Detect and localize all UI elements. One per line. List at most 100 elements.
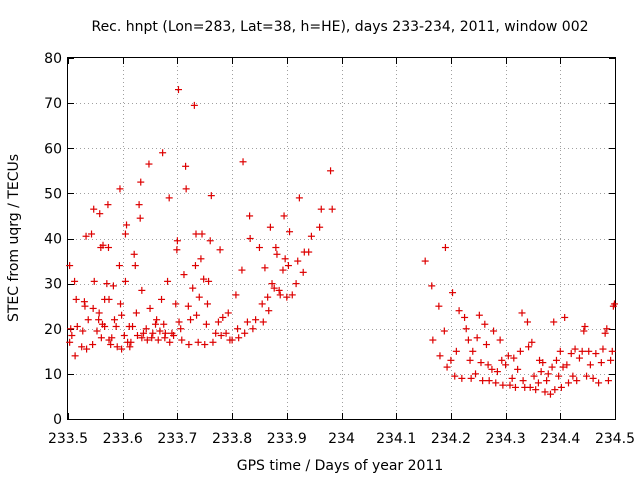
x-tick-label: 234.5 bbox=[595, 431, 635, 447]
data-point bbox=[265, 307, 273, 315]
data-point bbox=[72, 295, 80, 303]
data-point bbox=[93, 327, 101, 335]
data-point bbox=[197, 255, 205, 263]
data-point bbox=[466, 356, 474, 364]
data-point bbox=[104, 201, 112, 209]
data-point bbox=[200, 275, 208, 283]
data-point bbox=[175, 318, 183, 326]
data-point bbox=[123, 221, 131, 229]
data-point bbox=[239, 158, 247, 166]
data-point bbox=[551, 386, 559, 394]
data-point bbox=[71, 352, 79, 360]
y-tick-label: 0 bbox=[53, 412, 62, 428]
data-point bbox=[532, 386, 540, 394]
data-point bbox=[84, 316, 92, 324]
x-tick-label: 234.2 bbox=[431, 431, 471, 447]
chart-title: Rec. hnpt (Lon=283, Lat=38, h=HE), days … bbox=[91, 19, 588, 35]
data-point bbox=[592, 350, 600, 358]
data-point bbox=[506, 381, 514, 389]
data-point bbox=[511, 383, 519, 391]
data-point bbox=[537, 368, 545, 376]
data-point bbox=[66, 338, 74, 346]
data-point bbox=[249, 325, 257, 333]
y-tick-label: 70 bbox=[44, 96, 62, 112]
y-tick-labels: 0 10 20 30 40 50 60 70 80 bbox=[44, 51, 62, 428]
data-point bbox=[178, 336, 186, 344]
data-point bbox=[68, 332, 76, 340]
data-point bbox=[170, 332, 178, 340]
data-point bbox=[258, 300, 266, 308]
data-point bbox=[166, 338, 174, 346]
data-point bbox=[252, 316, 260, 324]
data-point bbox=[292, 280, 300, 288]
grid-lines bbox=[68, 58, 615, 419]
data-point bbox=[143, 336, 151, 344]
data-point bbox=[121, 230, 129, 238]
data-point bbox=[550, 318, 558, 326]
data-point bbox=[82, 232, 90, 240]
data-point bbox=[216, 246, 224, 254]
data-point bbox=[526, 383, 534, 391]
data-point bbox=[440, 327, 448, 335]
data-point bbox=[510, 354, 518, 362]
data-point bbox=[541, 388, 549, 396]
y-tick-label: 30 bbox=[44, 277, 62, 293]
data-point bbox=[307, 232, 315, 240]
data-point bbox=[441, 244, 449, 252]
data-point bbox=[79, 327, 87, 335]
data-point bbox=[191, 262, 199, 270]
data-point bbox=[435, 302, 443, 310]
x-tick-label: 234.3 bbox=[486, 431, 526, 447]
data-point bbox=[586, 361, 594, 369]
data-point bbox=[238, 266, 246, 274]
data-point bbox=[67, 325, 75, 333]
data-point bbox=[154, 336, 162, 344]
data-point bbox=[599, 345, 607, 353]
data-point bbox=[103, 280, 111, 288]
data-point bbox=[575, 354, 583, 362]
data-point bbox=[264, 293, 272, 301]
data-point bbox=[469, 347, 477, 355]
data-point bbox=[449, 289, 457, 297]
data-point bbox=[246, 212, 254, 220]
data-point bbox=[559, 363, 567, 371]
data-point bbox=[580, 327, 588, 335]
y-tick-label: 40 bbox=[44, 232, 62, 248]
data-point bbox=[488, 365, 496, 373]
data-point bbox=[276, 291, 284, 299]
data-point bbox=[514, 365, 522, 373]
data-point bbox=[268, 280, 276, 288]
data-point bbox=[174, 86, 182, 94]
data-point bbox=[135, 201, 143, 209]
data-point bbox=[499, 381, 507, 389]
axis-ticks bbox=[68, 58, 616, 420]
data-point bbox=[198, 230, 206, 238]
data-point bbox=[160, 320, 168, 328]
data-point bbox=[194, 338, 202, 346]
data-point bbox=[161, 329, 169, 337]
data-point bbox=[89, 341, 97, 349]
data-point bbox=[149, 329, 157, 337]
data-point bbox=[578, 347, 586, 355]
data-point bbox=[451, 372, 459, 380]
data-point bbox=[78, 343, 86, 351]
x-tick-label: 234.1 bbox=[376, 431, 416, 447]
data-point bbox=[142, 325, 150, 333]
data-point bbox=[201, 341, 209, 349]
data-point bbox=[212, 329, 220, 337]
data-point bbox=[482, 341, 490, 349]
data-point bbox=[88, 230, 96, 238]
data-point bbox=[516, 347, 524, 355]
data-point bbox=[189, 284, 197, 292]
data-point bbox=[110, 316, 118, 324]
data-point bbox=[519, 377, 527, 385]
data-point bbox=[273, 250, 281, 258]
data-point bbox=[286, 228, 294, 236]
data-point bbox=[96, 210, 104, 218]
data-point bbox=[447, 356, 455, 364]
data-point bbox=[95, 309, 103, 317]
data-point bbox=[484, 361, 492, 369]
y-tick-label: 50 bbox=[44, 186, 62, 202]
data-point bbox=[66, 262, 74, 270]
x-tick-label: 233.8 bbox=[212, 431, 252, 447]
